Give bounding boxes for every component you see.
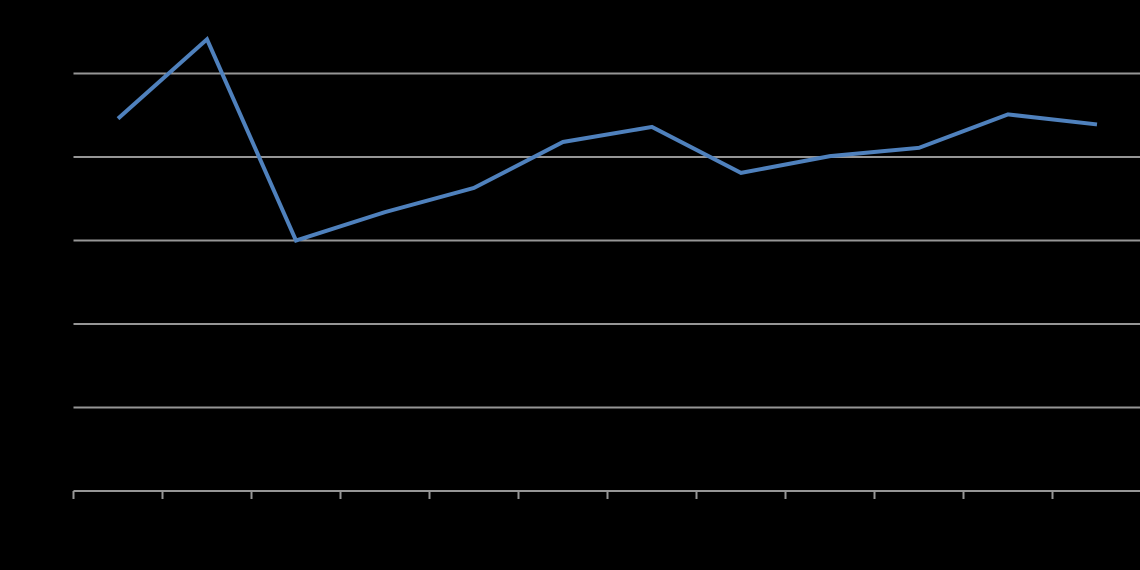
data-series-line (116, 35, 1098, 243)
